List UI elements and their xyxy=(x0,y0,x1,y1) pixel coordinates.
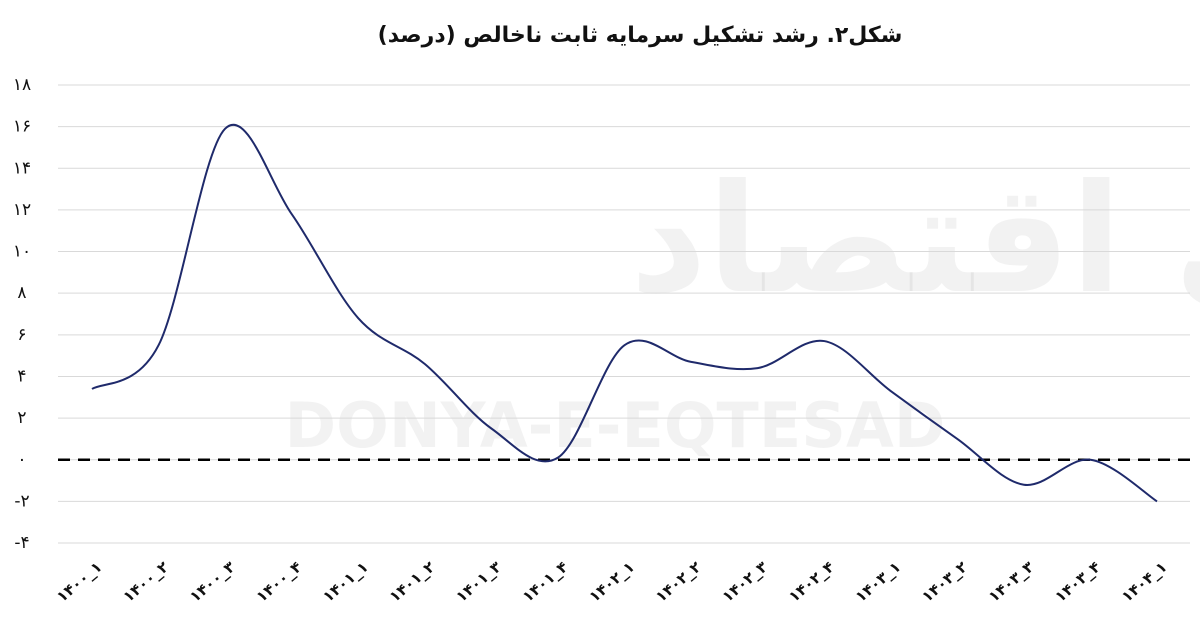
x-tick-label: ۱۴۰۳_۴ xyxy=(1052,558,1104,606)
x-tick-label: ۱۴۰۳_۲ xyxy=(918,558,970,606)
x-tick-label: ۱۴۰۰_۱ xyxy=(53,558,105,606)
y-tick-label: ۱۸ xyxy=(13,75,31,95)
y-tick-label: ۸ xyxy=(17,283,26,303)
x-tick-label: ۱۴۰۲_۲ xyxy=(652,558,704,606)
x-tick-label: ۱۴۰۱_۳ xyxy=(452,558,504,606)
x-tick-label: ۱۴۰۴_۱ xyxy=(1118,558,1170,606)
y-tick-label: ۱۰ xyxy=(13,242,31,262)
y-tick-label: ۱۶ xyxy=(13,117,31,137)
x-tick-label: ۱۴۰۰_۴ xyxy=(253,558,305,606)
y-tick-label: ۲ xyxy=(17,408,26,428)
x-tick-label: ۱۴۰۱_۴ xyxy=(519,558,571,606)
watermark: دنیای اقتصاد xyxy=(630,153,1200,327)
chart-title: شکل۲. رشد تشکیل سرمایه ثابت ناخالص (درصد… xyxy=(378,23,903,48)
x-tick-label: ۱۴۰۳_۱ xyxy=(852,558,904,606)
line xyxy=(91,124,1158,503)
x-tick-label: ۱۴۰۱_۱ xyxy=(319,558,371,606)
x-tick-label: ۱۴۰۳_۳ xyxy=(985,558,1037,606)
x-tick-label: ۱۴۰۲_۱ xyxy=(586,558,638,606)
y-tick-label: ۴ xyxy=(17,366,26,386)
watermark: DONYA-E-EQTESAD xyxy=(285,389,946,462)
y-tick-label: ۱۲ xyxy=(13,200,31,220)
y-tick-label: -۲ xyxy=(14,491,29,511)
y-tick-label: ۱۴ xyxy=(13,158,31,178)
x-tick-label: ۱۴۰۰_۲ xyxy=(120,558,172,606)
y-tick-label: -۴ xyxy=(14,533,29,553)
x-tick-label: ۱۴۰۰_۳ xyxy=(186,558,238,606)
y-tick-label: ۶ xyxy=(17,325,26,345)
x-tick-label: ۱۴۰۱_۲ xyxy=(386,558,438,606)
x-tick-label: ۱۴۰۲_۴ xyxy=(785,558,837,606)
y-tick-label: ۰ xyxy=(17,450,26,470)
x-tick-label: ۱۴۰۲_۳ xyxy=(719,558,771,606)
